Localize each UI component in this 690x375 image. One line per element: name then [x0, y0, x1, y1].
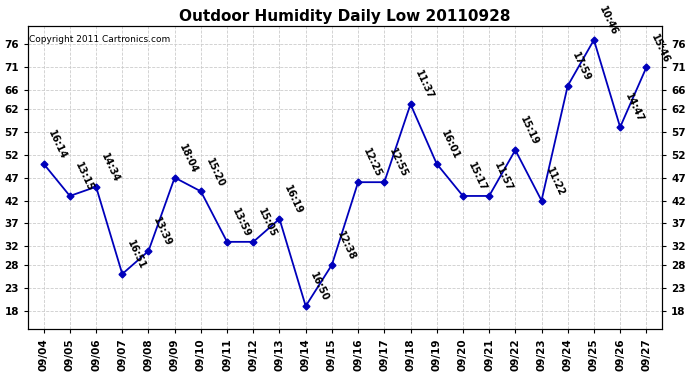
Text: 15:46: 15:46: [649, 32, 671, 64]
Text: 11:57: 11:57: [492, 161, 514, 193]
Text: 16:50: 16:50: [308, 271, 331, 303]
Text: 11:37: 11:37: [413, 69, 435, 101]
Text: 14:47: 14:47: [623, 92, 645, 124]
Text: 15:17: 15:17: [466, 161, 488, 193]
Text: 16:01: 16:01: [440, 129, 462, 161]
Title: Outdoor Humidity Daily Low 20110928: Outdoor Humidity Daily Low 20110928: [179, 9, 511, 24]
Text: 15:20: 15:20: [204, 156, 226, 189]
Text: 15:19: 15:19: [518, 115, 540, 147]
Text: 13:39: 13:39: [151, 216, 173, 248]
Text: 10:46: 10:46: [597, 5, 619, 37]
Text: 13:59: 13:59: [230, 207, 252, 239]
Text: 17:59: 17:59: [571, 51, 593, 83]
Text: 18:04: 18:04: [177, 142, 199, 175]
Text: 16:14: 16:14: [46, 129, 68, 161]
Text: 12:38: 12:38: [335, 230, 357, 262]
Text: 15:05: 15:05: [256, 207, 278, 239]
Text: 12:55: 12:55: [387, 147, 409, 179]
Text: Copyright 2011 Cartronics.com: Copyright 2011 Cartronics.com: [29, 35, 170, 44]
Text: 14:34: 14:34: [99, 152, 121, 184]
Text: 13:15: 13:15: [72, 161, 95, 193]
Text: 12:25: 12:25: [361, 147, 383, 179]
Text: 16:51: 16:51: [125, 239, 147, 271]
Text: 16:19: 16:19: [282, 184, 304, 216]
Text: 11:22: 11:22: [544, 165, 566, 198]
